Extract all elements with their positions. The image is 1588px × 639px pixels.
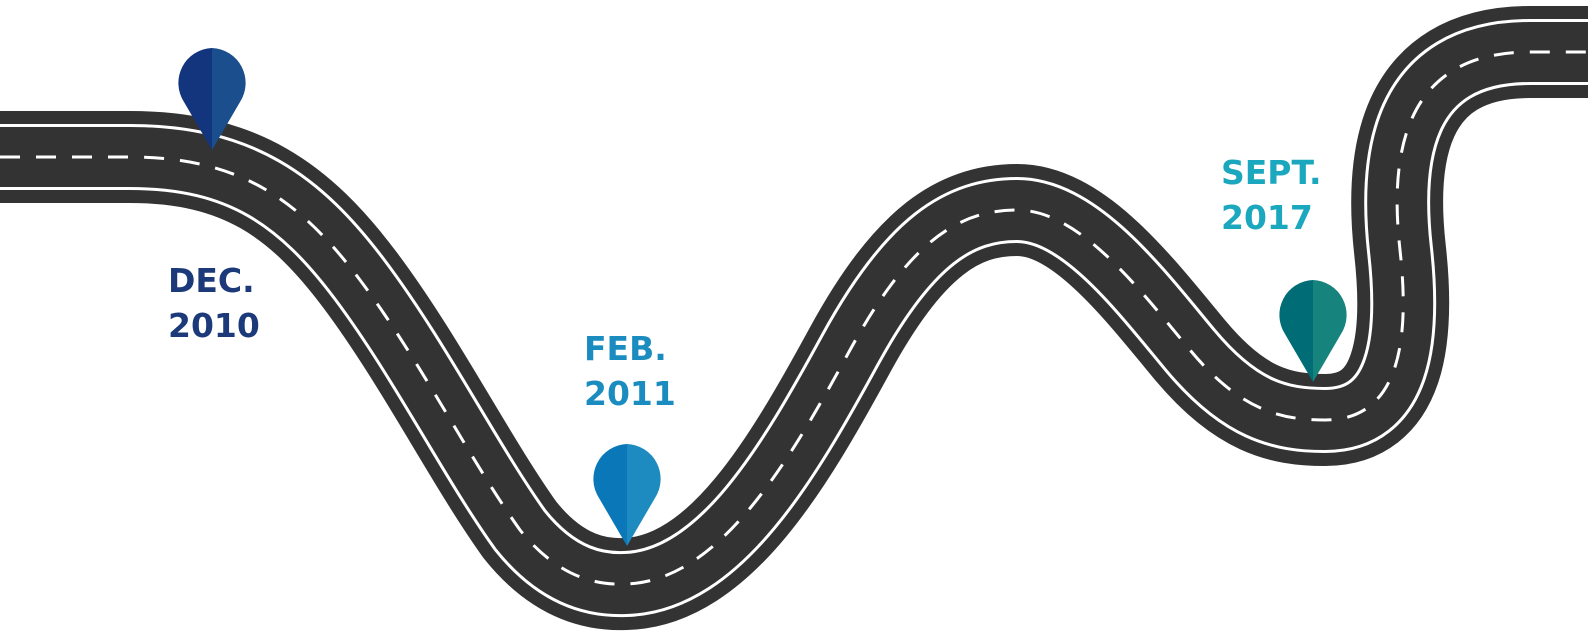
map-pin (593, 444, 660, 546)
milestone-month: DEC. (168, 261, 255, 300)
milestone-year: 2010 (168, 306, 260, 345)
milestone-month: FEB. (584, 329, 667, 368)
milestone-year: 2011 (584, 374, 676, 413)
milestone-month: SEPT. (1221, 153, 1322, 192)
page: DEC. 2010 FEB. 2011 SEPT. 2017 (() => { … (0, 0, 1588, 639)
milestone-year: 2017 (1221, 198, 1313, 237)
map-pin (1279, 280, 1346, 382)
roadmap: DEC. 2010 FEB. 2011 SEPT. 2017 (0, 0, 1588, 639)
